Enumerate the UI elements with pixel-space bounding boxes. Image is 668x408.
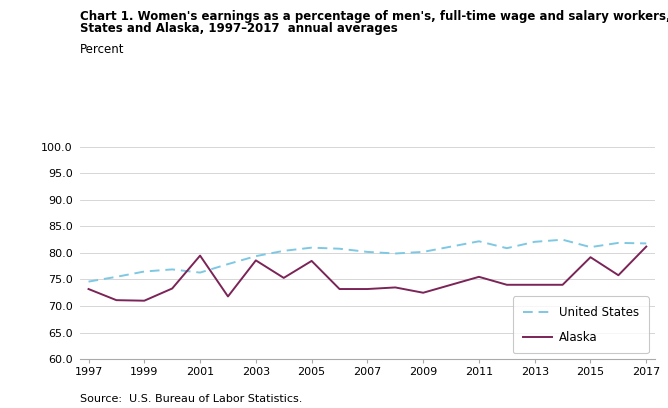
Alaska [335,286,343,291]
Alaska [252,258,260,263]
United States [587,245,595,250]
Alaska [615,273,623,278]
United States [419,249,427,254]
Alaska [363,286,371,291]
United States [196,270,204,275]
Alaska [475,275,483,279]
Alaska [530,282,538,287]
United States [252,254,260,259]
United States [503,246,511,251]
United States [615,240,623,245]
Alaska [85,286,93,291]
Text: States and Alaska, 1997–2017  annual averages: States and Alaska, 1997–2017 annual aver… [80,22,398,35]
United States [475,239,483,244]
Text: Source:  U.S. Bureau of Labor Statistics.: Source: U.S. Bureau of Labor Statistics. [80,394,303,404]
United States [85,279,93,284]
Text: Chart 1. Women's earnings as a percentage of men's, full-time wage and salary wo: Chart 1. Women's earnings as a percentag… [80,10,668,23]
United States [335,246,343,251]
Alaska [642,244,650,249]
United States [447,244,455,249]
Text: Percent: Percent [80,43,125,56]
Alaska [391,285,399,290]
Alaska [112,298,120,303]
United States [530,239,538,244]
Alaska [308,259,316,264]
Line: United States: United States [89,239,646,282]
United States [112,275,120,279]
Line: Alaska: Alaska [89,246,646,301]
Legend: United States, Alaska: United States, Alaska [513,297,649,353]
Alaska [587,255,595,259]
Alaska [558,282,566,287]
United States [280,248,288,253]
United States [140,269,148,274]
Alaska [224,294,232,299]
Alaska [140,298,148,303]
United States [558,237,566,242]
Alaska [196,253,204,258]
Alaska [280,275,288,280]
United States [391,251,399,256]
Alaska [419,290,427,295]
United States [224,262,232,266]
Alaska [447,282,455,287]
United States [363,249,371,254]
Alaska [168,286,176,291]
United States [168,267,176,272]
Alaska [503,282,511,287]
United States [308,245,316,250]
United States [642,241,650,246]
